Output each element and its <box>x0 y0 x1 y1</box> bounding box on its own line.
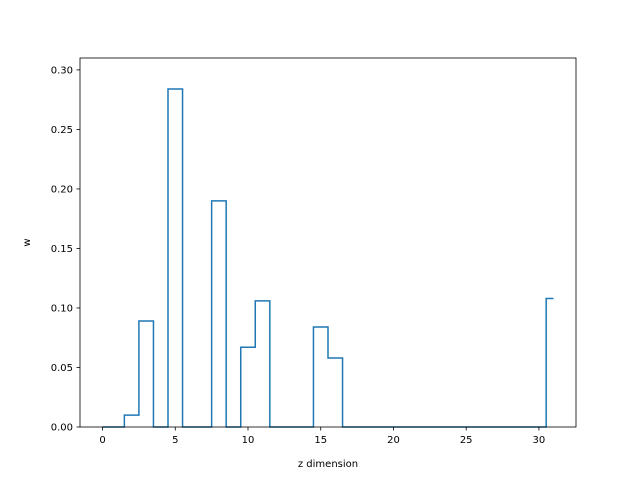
x-tick-label: 20 <box>387 435 400 446</box>
plot-area <box>79 57 577 428</box>
x-axis-ticks: 0 5 10 15 20 25 30 <box>99 427 545 446</box>
x-axis-label: z dimension <box>298 459 358 470</box>
x-tick-label: 15 <box>314 435 327 446</box>
y-tick-label: 0.20 <box>51 185 73 196</box>
y-tick-label: 0.30 <box>51 66 73 77</box>
x-tick-label: 10 <box>242 435 255 446</box>
axes-frame <box>79 57 577 428</box>
y-tick-label: 0.25 <box>51 125 73 136</box>
y-axis-ticks: 0.00 0.05 0.10 0.15 0.20 0.25 0.30 <box>51 66 80 434</box>
y-tick-label: 0.15 <box>51 244 73 255</box>
y-tick-label: 0.00 <box>51 423 73 434</box>
x-tick-label: 30 <box>533 435 546 446</box>
x-tick-label: 0 <box>99 435 105 446</box>
x-tick-label: 5 <box>172 435 178 446</box>
y-axis-label: w <box>22 238 33 246</box>
x-tick-label: 25 <box>460 435 473 446</box>
y-tick-label: 0.10 <box>51 304 73 315</box>
y-tick-label: 0.05 <box>51 363 73 374</box>
